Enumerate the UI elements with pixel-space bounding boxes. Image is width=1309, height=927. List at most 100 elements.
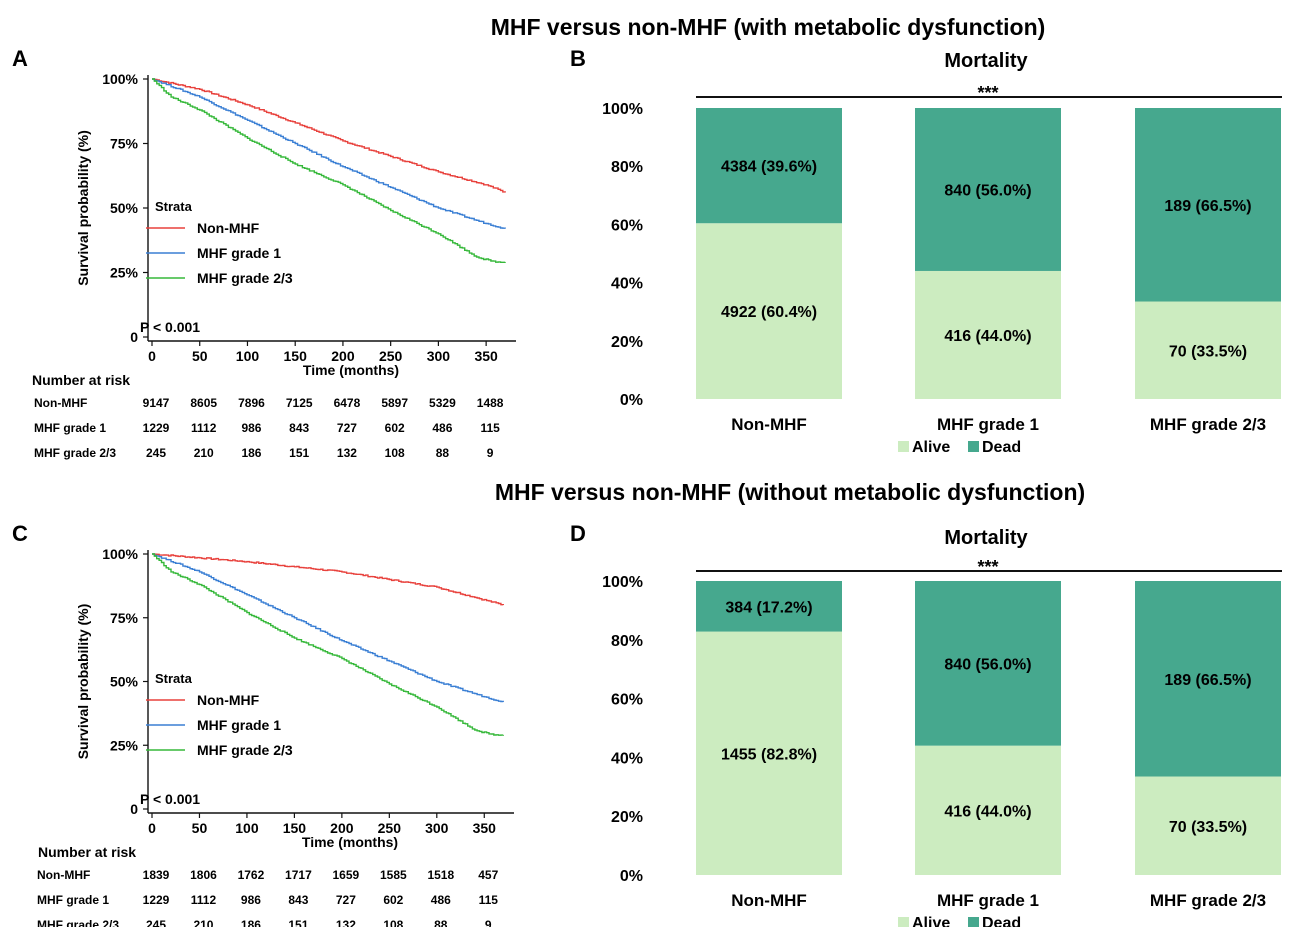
- risk-count: 88: [436, 446, 450, 460]
- legend-swatch: [968, 917, 979, 927]
- y-tick-label: 0%: [620, 868, 643, 885]
- y-tick-label: 25%: [110, 737, 139, 753]
- y-tick-label: 80%: [611, 633, 643, 650]
- risk-count: 7125: [286, 396, 313, 410]
- bar-data-label: 189 (66.5%): [1164, 672, 1251, 689]
- legend-swatch: [968, 441, 979, 452]
- y-tick-label: 0: [130, 801, 138, 817]
- y-tick-label: 60%: [611, 692, 643, 709]
- legend-label: Dead: [982, 439, 1021, 456]
- legend-label: MHF grade 2/3: [197, 270, 293, 286]
- risk-count: 245: [146, 446, 166, 460]
- risk-count: 108: [383, 918, 403, 927]
- risk-row-label: MHF grade 1: [34, 421, 106, 435]
- risk-count: 6478: [334, 396, 361, 410]
- significance-marker: ***: [977, 557, 998, 577]
- risk-count: 186: [241, 918, 261, 927]
- risk-count: 602: [383, 893, 403, 907]
- risk-count: 1717: [285, 868, 312, 882]
- bar-segment-dead: [1135, 581, 1281, 777]
- risk-count: 245: [146, 918, 166, 927]
- x-tick-label: 200: [331, 348, 355, 364]
- bar-data-label: 189 (66.5%): [1164, 198, 1251, 215]
- bar-data-label: 4384 (39.6%): [721, 159, 817, 176]
- risk-count: 1518: [427, 868, 454, 882]
- mortality-chart-without-metabolic-dysfunction: Mortality *** 0% 20% 40% 60% 80% 100% 1455 (82.8…: [602, 527, 1282, 927]
- risk-count: 486: [431, 893, 451, 907]
- risk-row-label: MHF grade 1: [37, 893, 109, 907]
- survival-chart-without-metabolic-dysfunction: 0 25% 50% 75% 100% 0 50 100 150 200 250 300 350 Survi…: [37, 546, 514, 927]
- survival-curve-series-2: [152, 78, 506, 229]
- risk-count: 1112: [191, 421, 217, 435]
- y-tick-label: 0: [130, 329, 138, 345]
- risk-count: 132: [336, 918, 356, 927]
- panel-letter-c: C: [12, 521, 28, 546]
- risk-count: 210: [193, 918, 213, 927]
- y-tick-label: 100%: [102, 71, 138, 87]
- survival-curve-series-2: [152, 553, 504, 703]
- legend-label: MHF grade 2/3: [197, 742, 293, 758]
- bar-data-label: 840 (56.0%): [944, 182, 1031, 199]
- category-label: MHF grade 1: [937, 891, 1039, 910]
- category-label: MHF grade 1: [937, 415, 1039, 434]
- risk-row-label: Non-MHF: [37, 868, 90, 882]
- risk-table-title: Number at risk: [38, 844, 136, 860]
- risk-count: 1762: [238, 868, 265, 882]
- risk-count: 5897: [381, 396, 408, 410]
- y-tick-label: 20%: [611, 809, 643, 826]
- bar-data-label: 70 (33.5%): [1169, 819, 1247, 836]
- risk-row-label: Non-MHF: [34, 396, 87, 410]
- x-tick-label: 0: [148, 348, 156, 364]
- legend-label: MHF grade 1: [197, 245, 281, 261]
- survival-curve-series-3: [152, 78, 506, 263]
- bar-segment-dead: [696, 108, 842, 224]
- x-tick-label: 350: [473, 820, 497, 836]
- x-tick-label: 0: [148, 820, 156, 836]
- risk-count: 1659: [333, 868, 360, 882]
- x-tick-label: 50: [192, 820, 208, 836]
- risk-count: 210: [194, 446, 214, 460]
- bar-data-label: 4922 (60.4%): [721, 304, 817, 321]
- legend-label: Alive: [912, 439, 950, 456]
- y-tick-label: 40%: [611, 276, 643, 293]
- risk-count: 986: [241, 421, 261, 435]
- risk-count: 88: [434, 918, 448, 927]
- section-title-bottom: MHF versus non-MHF (without metabolic dy…: [495, 479, 1085, 505]
- risk-count: 1229: [143, 421, 170, 435]
- risk-count: 151: [289, 446, 309, 460]
- y-tick-label: 20%: [611, 334, 643, 351]
- category-label: Non-MHF: [731, 891, 807, 910]
- legend-swatch: [898, 917, 909, 927]
- y-tick-label: 100%: [602, 574, 643, 591]
- legend-label: Non-MHF: [197, 220, 260, 236]
- y-tick-label: 40%: [611, 750, 643, 767]
- bar-data-label: 1455 (82.8%): [721, 746, 817, 763]
- risk-count: 9: [487, 446, 494, 460]
- legend-swatch: [898, 441, 909, 452]
- risk-count: 9147: [143, 396, 170, 410]
- x-tick-label: 350: [474, 348, 498, 364]
- bar-data-label: 416 (44.0%): [944, 803, 1031, 820]
- x-axis-label: Time (months): [303, 362, 399, 378]
- risk-count: 986: [241, 893, 261, 907]
- y-tick-label: 50%: [110, 674, 139, 690]
- x-tick-label: 250: [379, 348, 403, 364]
- x-tick-label: 100: [236, 348, 260, 364]
- risk-count: 843: [289, 421, 309, 435]
- bar-segment-alive: [1135, 301, 1281, 399]
- risk-count: 115: [480, 421, 500, 435]
- risk-count: 457: [478, 868, 498, 882]
- legend-label: Dead: [982, 915, 1021, 927]
- x-tick-label: 200: [330, 820, 354, 836]
- bar-data-label: 384 (17.2%): [725, 599, 812, 616]
- p-value-label: P < 0.001: [140, 319, 200, 335]
- risk-count: 8605: [190, 396, 217, 410]
- bar-segment-alive: [915, 745, 1061, 875]
- chart-title: Mortality: [944, 50, 1028, 72]
- legend-label: Alive: [912, 915, 950, 927]
- x-tick-label: 300: [425, 820, 449, 836]
- risk-count: 727: [337, 421, 357, 435]
- survival-chart-with-metabolic-dysfunction: 0 25% 50% 75% 100% 0 50 100 150 200 250 300 350 Survi…: [32, 71, 516, 460]
- bar-data-label: 840 (56.0%): [944, 656, 1031, 673]
